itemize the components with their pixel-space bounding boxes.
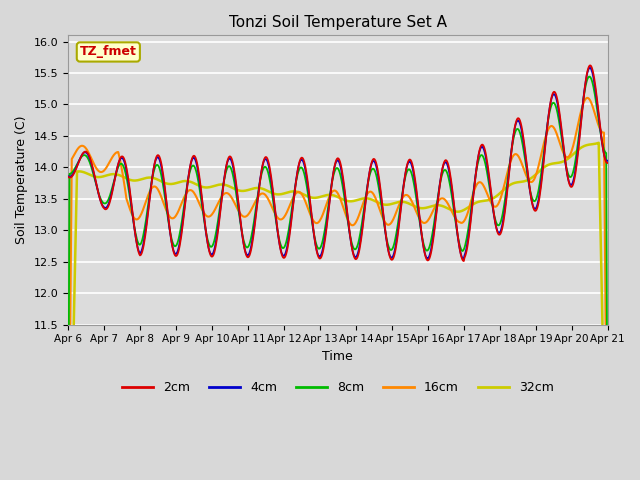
2cm [330,170,337,176]
Title: Tonzi Soil Temperature Set A: Tonzi Soil Temperature Set A [229,15,447,30]
2cm [555,106,563,112]
2cm [382,232,390,238]
4cm [182,188,190,194]
16cm [584,95,591,101]
Line: 16cm: 16cm [68,98,608,480]
4cm [382,233,390,239]
2cm [587,62,595,68]
8cm [206,243,214,249]
16cm [435,197,443,203]
8cm [182,187,190,192]
Line: 8cm: 8cm [68,77,608,480]
2cm [64,174,72,180]
16cm [382,220,390,226]
32cm [182,178,190,184]
Line: 4cm: 4cm [68,68,608,259]
4cm [586,65,593,71]
2cm [460,258,468,264]
Line: 32cm: 32cm [68,143,608,480]
8cm [586,74,593,80]
Y-axis label: Soil Temperature (C): Soil Temperature (C) [15,116,28,244]
16cm [330,188,337,194]
8cm [554,114,562,120]
2cm [604,160,612,166]
16cm [182,190,190,196]
4cm [604,158,612,164]
32cm [330,192,337,198]
4cm [330,170,337,176]
Line: 2cm: 2cm [68,65,608,261]
2cm [435,188,443,194]
4cm [460,256,468,262]
32cm [382,202,390,208]
2cm [206,250,214,256]
32cm [435,203,443,208]
Text: TZ_fmet: TZ_fmet [80,46,137,59]
4cm [64,173,72,179]
8cm [382,232,390,238]
8cm [435,187,443,192]
32cm [595,140,602,145]
2cm [182,190,190,196]
4cm [206,249,214,255]
X-axis label: Time: Time [323,350,353,363]
32cm [554,160,562,166]
4cm [435,187,443,192]
8cm [330,173,337,179]
32cm [206,184,214,190]
16cm [554,135,562,141]
16cm [206,214,214,219]
Legend: 2cm, 4cm, 8cm, 16cm, 32cm: 2cm, 4cm, 8cm, 16cm, 32cm [116,376,559,399]
4cm [555,109,563,115]
